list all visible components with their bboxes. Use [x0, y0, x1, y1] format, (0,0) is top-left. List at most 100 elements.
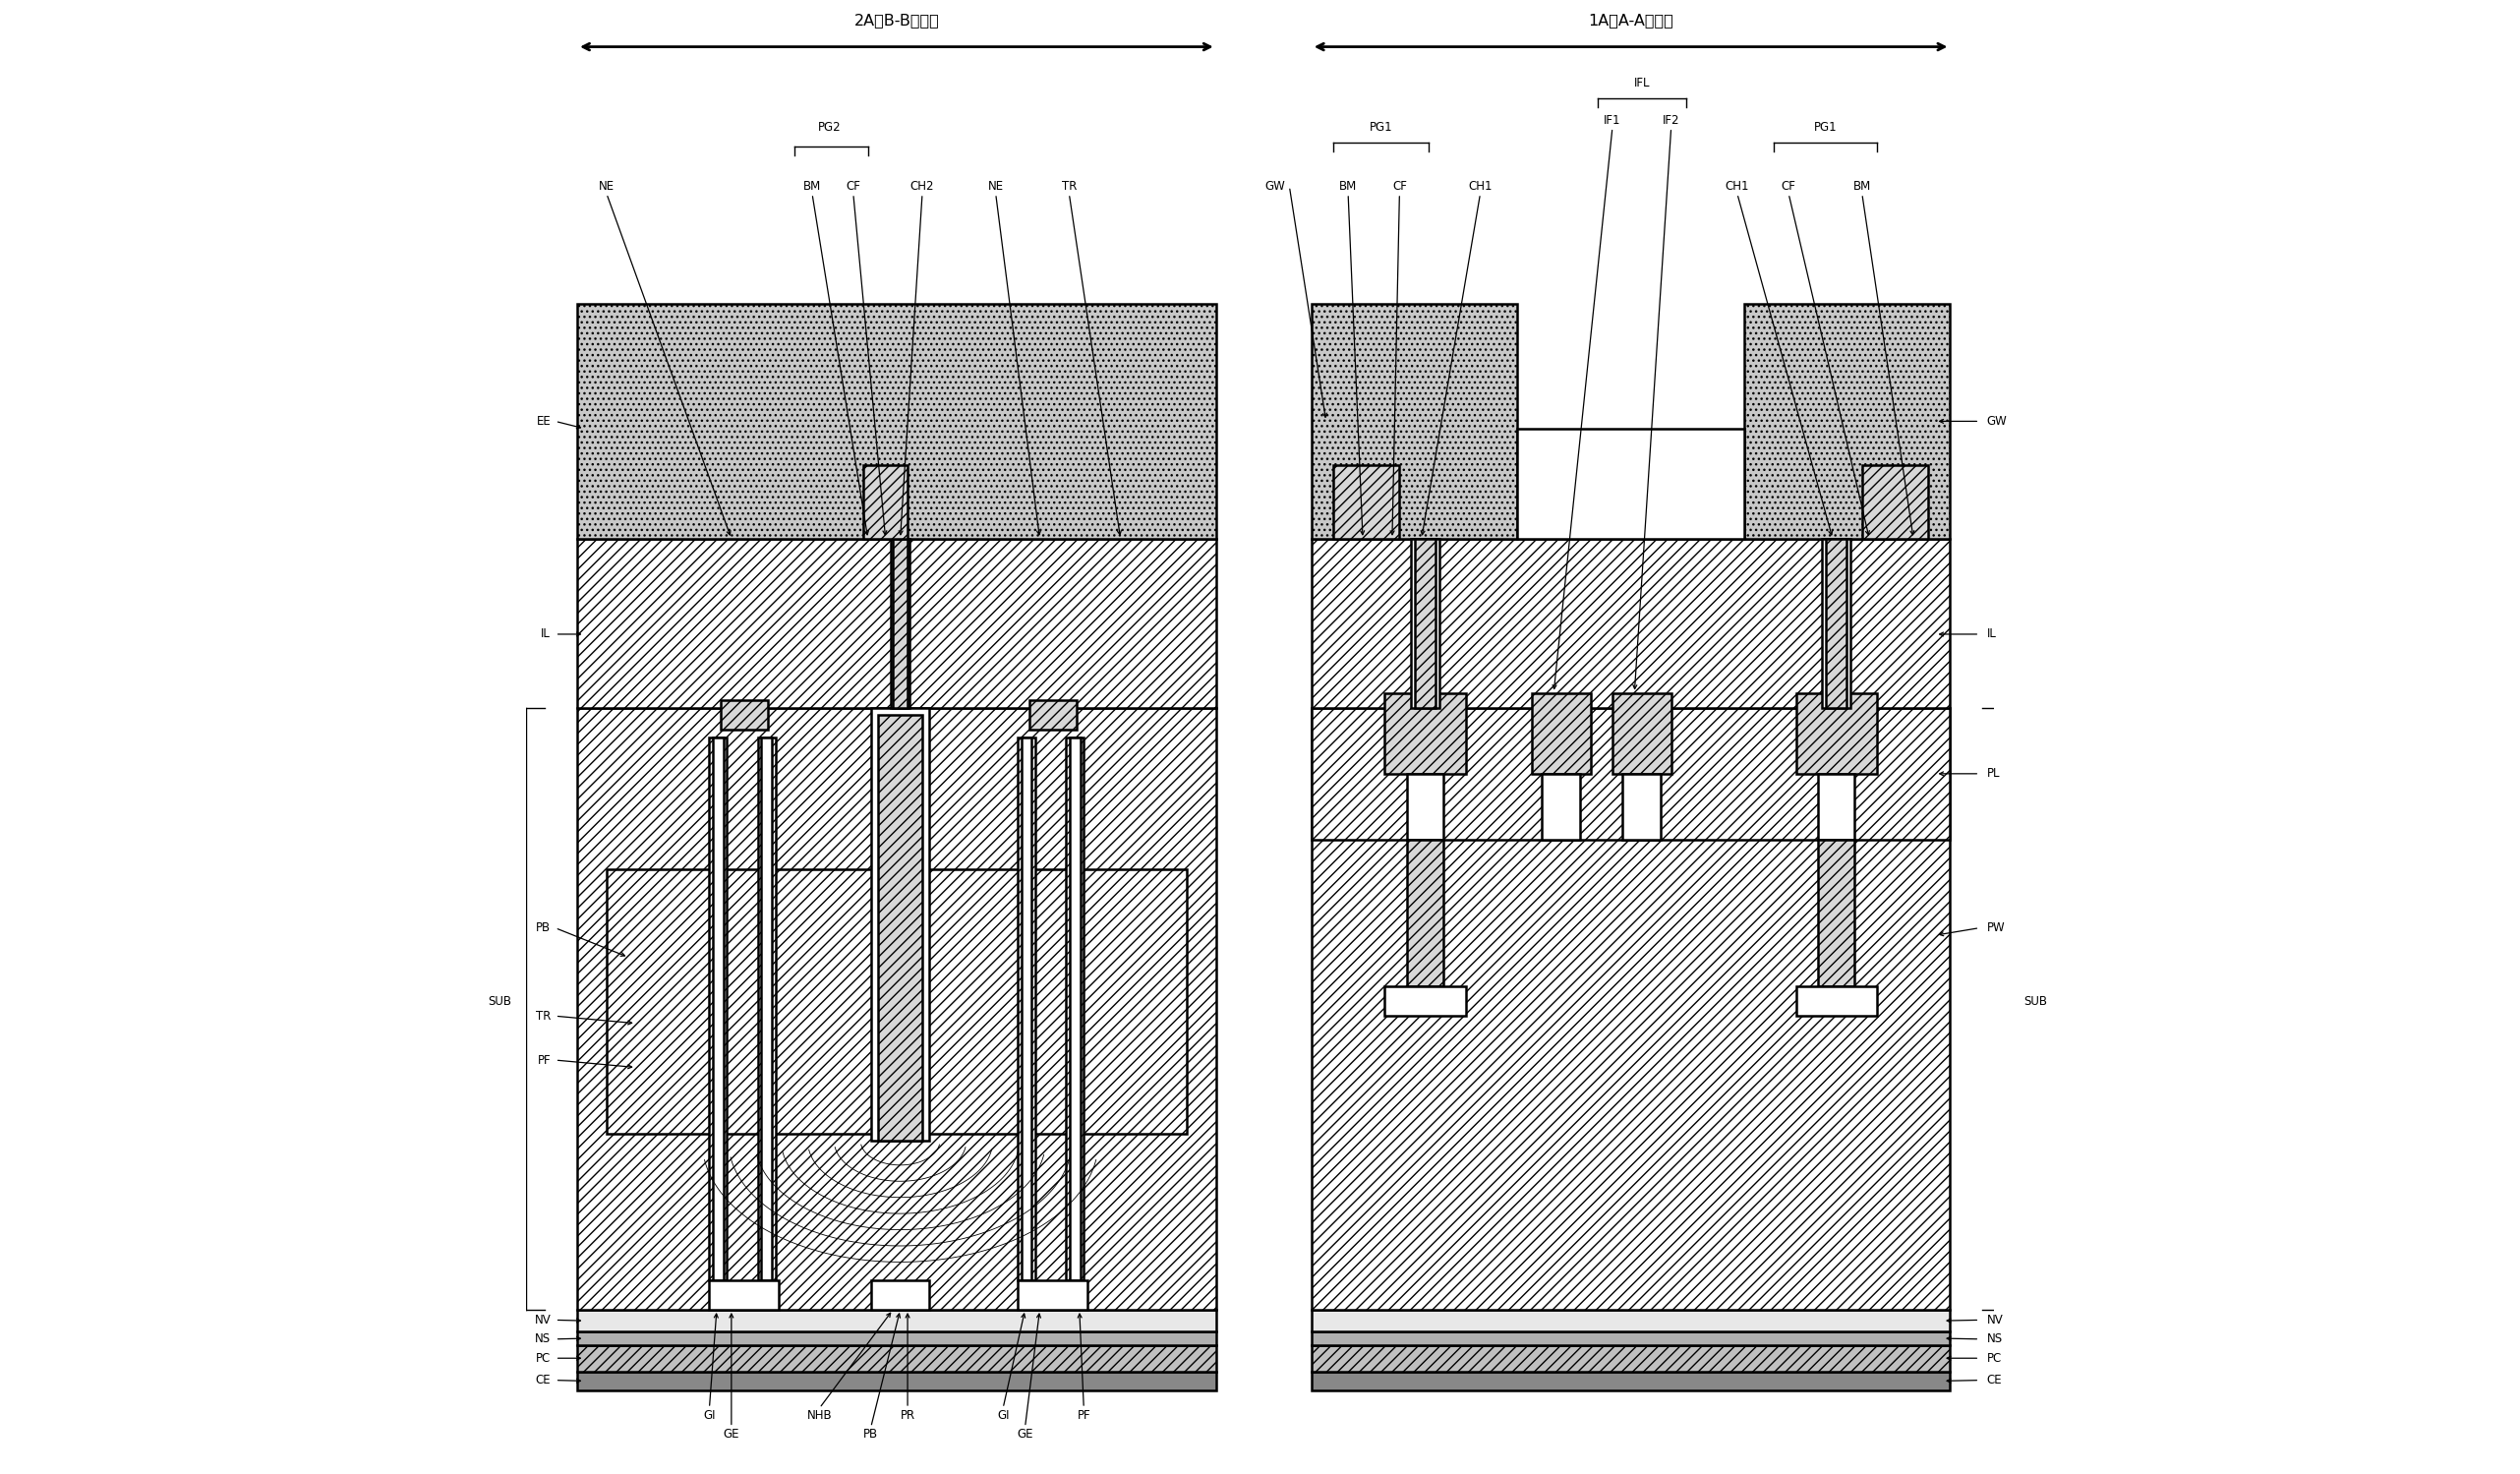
- Text: 1A（A-A截面）: 1A（A-A截面）: [1588, 13, 1673, 28]
- Text: GW: GW: [1986, 414, 2008, 427]
- Bar: [721, 700, 769, 730]
- Bar: [1822, 539, 1850, 708]
- Bar: [1797, 693, 1877, 774]
- Text: IL: IL: [1986, 628, 1996, 641]
- Text: IF2: IF2: [1663, 113, 1681, 127]
- Bar: [1066, 737, 1084, 1281]
- Text: IL: IL: [542, 628, 552, 641]
- Bar: [1406, 840, 1444, 986]
- Bar: [1613, 693, 1671, 774]
- Text: NV: NV: [1986, 1313, 2003, 1327]
- Text: PC: PC: [1986, 1352, 2001, 1365]
- Bar: [577, 1344, 1217, 1371]
- Bar: [577, 1371, 1217, 1390]
- Bar: [1406, 774, 1444, 840]
- Text: PB: PB: [537, 921, 552, 935]
- Text: CH2: CH2: [910, 180, 935, 193]
- Bar: [1414, 539, 1436, 708]
- Text: GI: GI: [703, 1409, 716, 1422]
- Text: CE: CE: [1986, 1374, 2003, 1387]
- Text: BM: BM: [804, 180, 822, 193]
- Bar: [577, 304, 1217, 539]
- Bar: [1411, 539, 1439, 708]
- Text: GW: GW: [1265, 180, 1285, 193]
- Bar: [1310, 1371, 1950, 1390]
- Bar: [1310, 1344, 1950, 1371]
- Bar: [577, 1310, 1217, 1331]
- Bar: [1827, 539, 1847, 708]
- Bar: [892, 539, 907, 708]
- Text: PL: PL: [1986, 768, 2001, 780]
- Bar: [864, 466, 907, 539]
- Text: NHB: NHB: [806, 1409, 832, 1422]
- Text: GE: GE: [1018, 1428, 1033, 1442]
- Text: PR: PR: [900, 1409, 915, 1422]
- Text: 2A（B-B截面）: 2A（B-B截面）: [854, 13, 940, 28]
- Bar: [877, 715, 922, 1141]
- Bar: [1310, 539, 1950, 708]
- Text: PG1: PG1: [1814, 121, 1837, 134]
- Bar: [1517, 429, 1744, 539]
- Text: IFL: IFL: [1633, 77, 1651, 90]
- Text: CH1: CH1: [1726, 180, 1749, 193]
- Text: PW: PW: [1986, 921, 2006, 935]
- Bar: [1018, 1281, 1089, 1310]
- Text: TR: TR: [1061, 180, 1076, 193]
- Bar: [872, 1281, 930, 1310]
- Text: PF: PF: [537, 1054, 552, 1067]
- Bar: [1310, 708, 1950, 840]
- Bar: [1386, 986, 1467, 1016]
- Bar: [1071, 737, 1081, 1281]
- Text: PF: PF: [1076, 1409, 1091, 1422]
- Bar: [1310, 1310, 1950, 1331]
- Bar: [577, 539, 1217, 708]
- Bar: [872, 708, 930, 1141]
- Bar: [708, 737, 726, 1281]
- Bar: [1797, 986, 1877, 1016]
- Text: NE: NE: [600, 180, 615, 193]
- Bar: [1532, 693, 1590, 774]
- Text: BM: BM: [1338, 180, 1358, 193]
- Text: EE: EE: [537, 414, 552, 427]
- Bar: [607, 870, 1187, 1134]
- Text: BM: BM: [1852, 180, 1870, 193]
- Text: GE: GE: [723, 1428, 738, 1442]
- Text: CE: CE: [534, 1374, 552, 1387]
- Bar: [1018, 737, 1036, 1281]
- Text: GI: GI: [998, 1409, 1008, 1422]
- Bar: [1333, 466, 1399, 539]
- Bar: [1862, 466, 1928, 539]
- Text: IF1: IF1: [1603, 113, 1620, 127]
- Bar: [759, 737, 776, 1281]
- Text: CH1: CH1: [1469, 180, 1492, 193]
- Bar: [1542, 774, 1580, 840]
- Bar: [577, 1331, 1217, 1344]
- Bar: [1386, 693, 1467, 774]
- Text: SUB: SUB: [2024, 995, 2046, 1008]
- Bar: [1310, 1331, 1950, 1344]
- Bar: [577, 708, 1217, 1310]
- Text: CF: CF: [847, 180, 859, 193]
- Text: NE: NE: [988, 180, 1003, 193]
- Text: PG1: PG1: [1368, 121, 1394, 134]
- Bar: [1031, 700, 1076, 730]
- Bar: [1817, 840, 1855, 986]
- Bar: [1744, 304, 1950, 539]
- Text: TR: TR: [537, 1010, 552, 1023]
- Bar: [1623, 774, 1661, 840]
- Text: PG2: PG2: [819, 121, 842, 134]
- Text: NS: NS: [534, 1332, 552, 1346]
- Text: CF: CF: [1782, 180, 1797, 193]
- Text: CF: CF: [1391, 180, 1406, 193]
- Bar: [1310, 708, 1950, 1310]
- Bar: [1021, 737, 1031, 1281]
- Bar: [890, 539, 910, 708]
- Text: PB: PB: [864, 1428, 879, 1442]
- Bar: [1817, 774, 1855, 840]
- Text: NS: NS: [1986, 1332, 2003, 1346]
- Text: SUB: SUB: [486, 995, 512, 1008]
- Text: NV: NV: [534, 1313, 552, 1327]
- Bar: [713, 737, 723, 1281]
- Bar: [761, 737, 771, 1281]
- Bar: [1310, 304, 1517, 539]
